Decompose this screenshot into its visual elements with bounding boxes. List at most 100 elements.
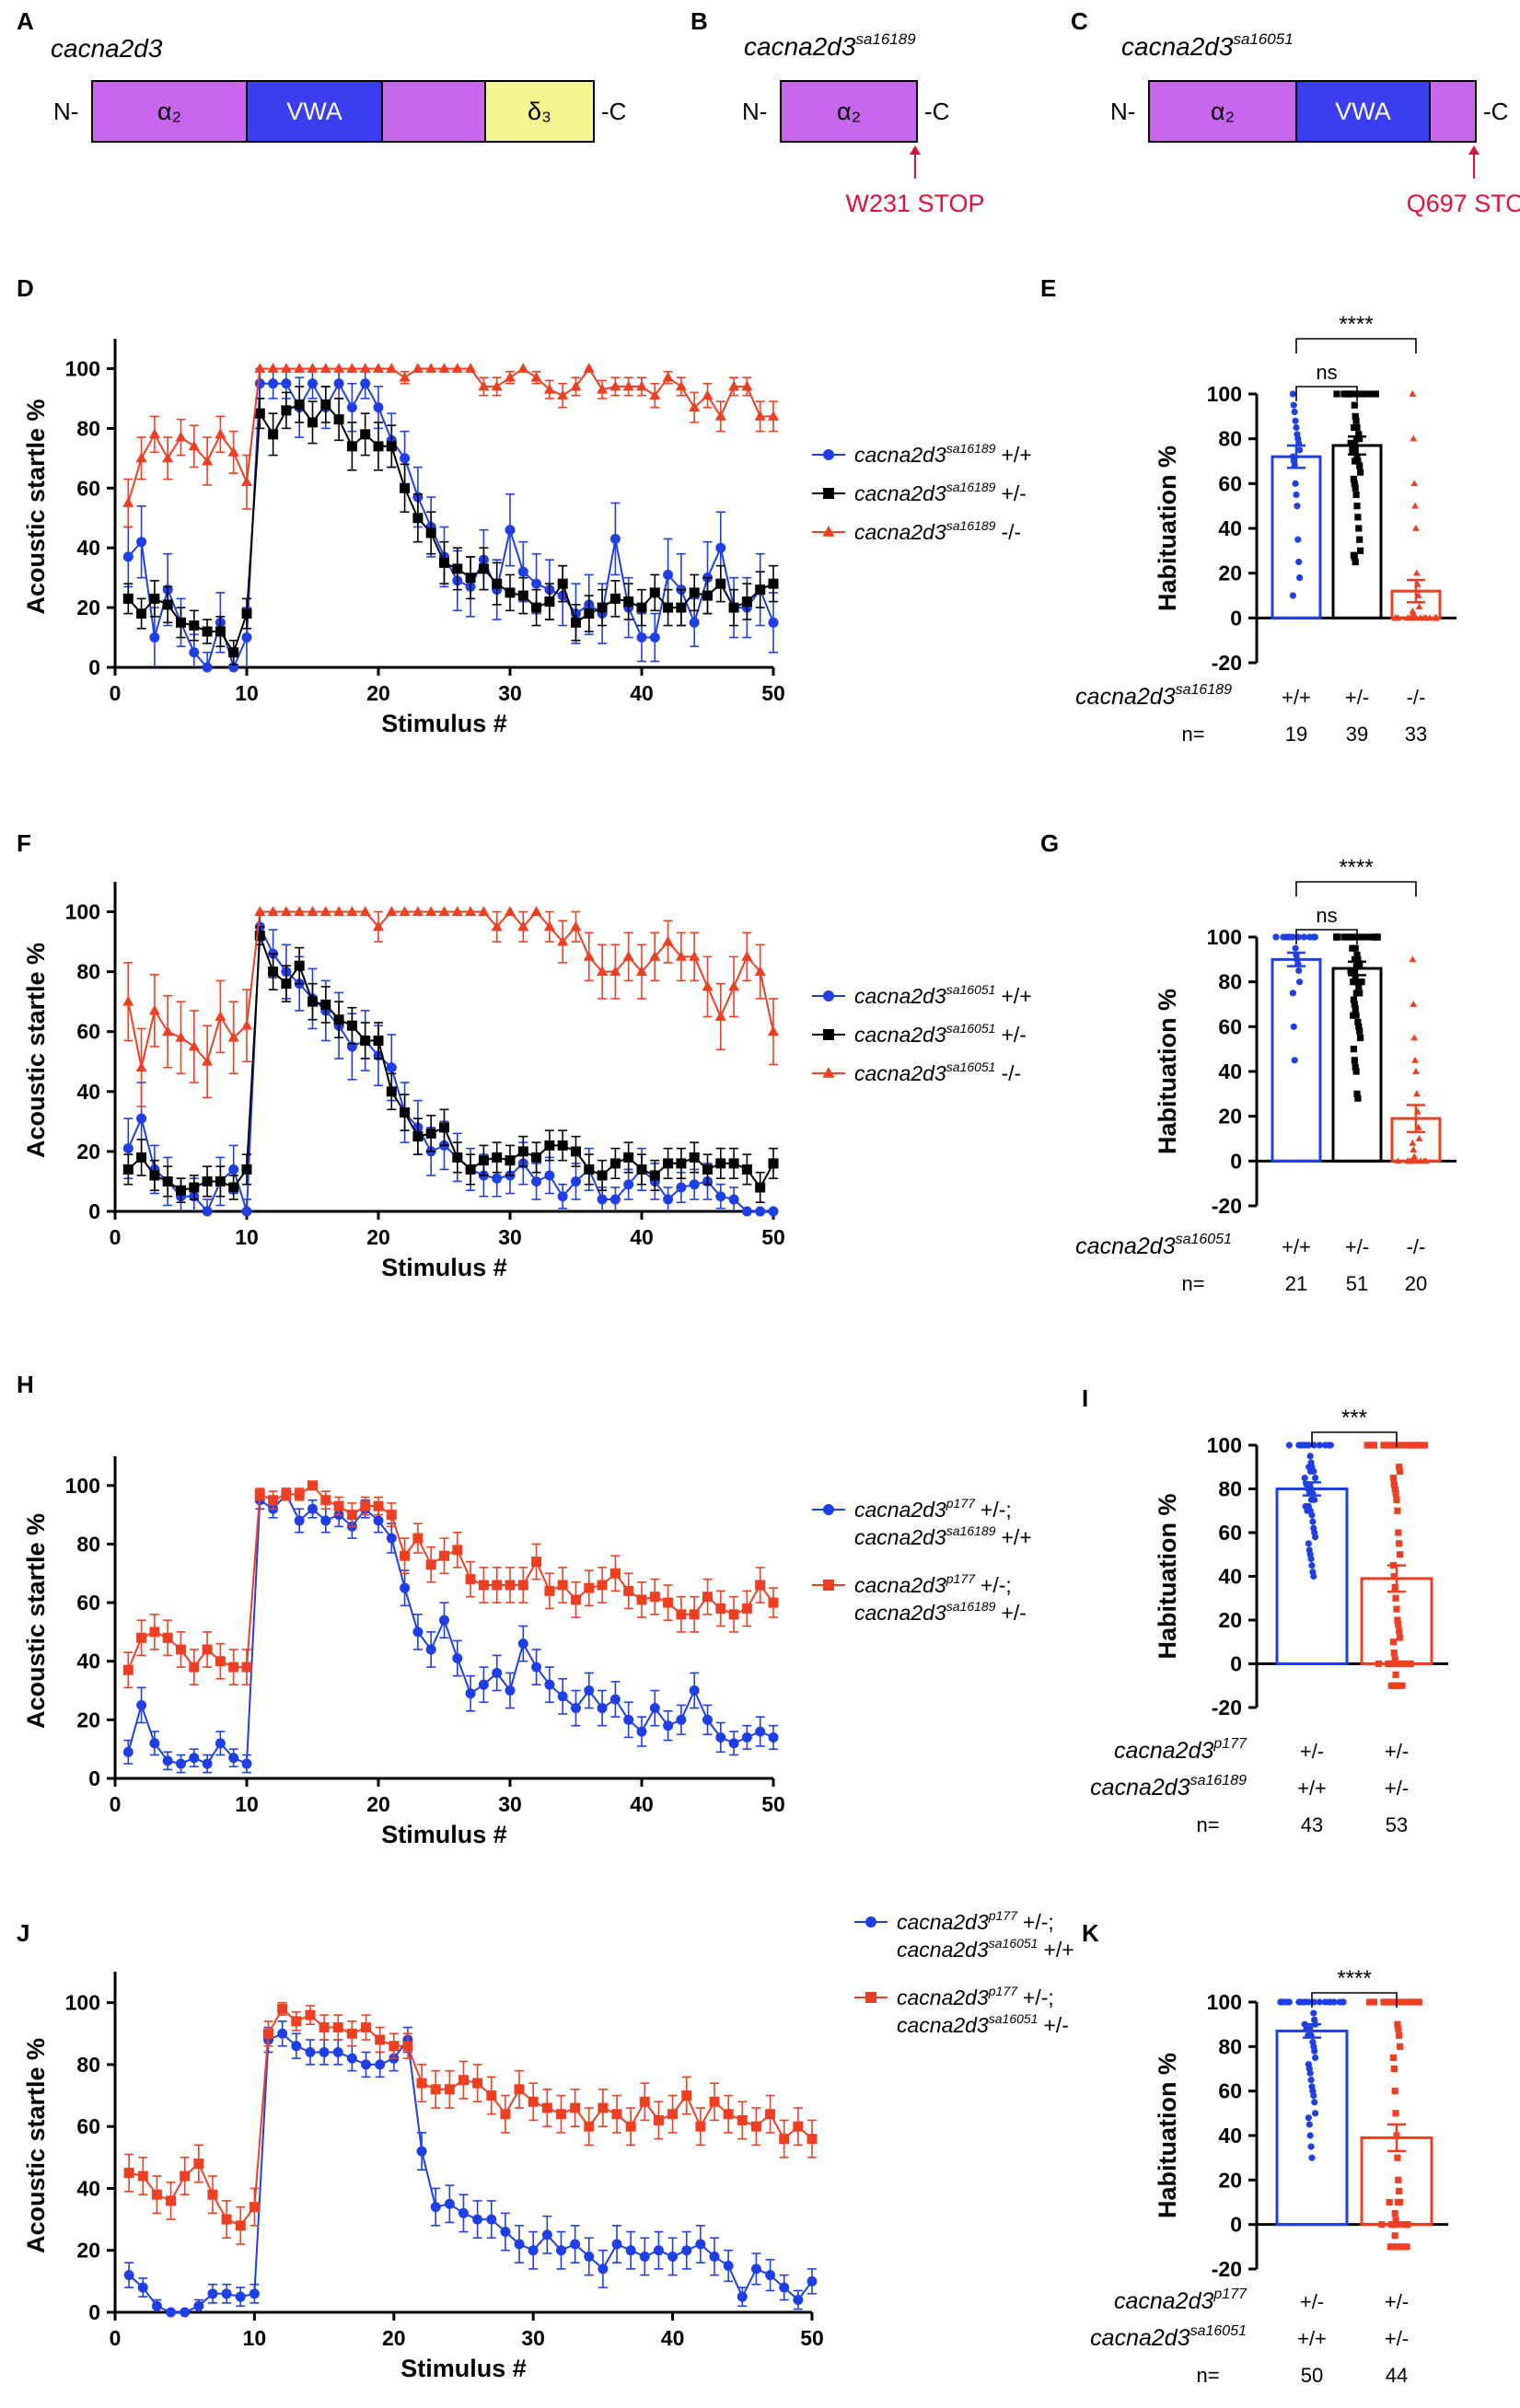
- data-point: [517, 920, 529, 932]
- data-point: [333, 414, 344, 425]
- data-point: [750, 2263, 761, 2275]
- data-point: [1410, 480, 1419, 487]
- bar-group---: [1390, 389, 1442, 621]
- data-point: [241, 1206, 252, 1217]
- n-terminus-label: N-: [742, 98, 767, 125]
- y-tick-label: 0: [1230, 2213, 1242, 2237]
- data-point: [294, 906, 306, 916]
- data-point: [373, 1035, 384, 1046]
- data-point: [500, 2227, 511, 2238]
- x-axis-label: Stimulus #: [381, 1254, 507, 1281]
- data-point: [176, 1644, 186, 1655]
- data-point: [1325, 1441, 1332, 1449]
- data-point: [1307, 1555, 1315, 1563]
- data-point: [1292, 944, 1299, 952]
- data-point: [1396, 1464, 1403, 1471]
- data-point: [504, 906, 516, 916]
- data-point: [611, 2109, 622, 2120]
- legend-label-gene: cacna2d3: [854, 520, 946, 544]
- legend-label-genotype: -/-: [1001, 1061, 1021, 1085]
- data-point: [1394, 2198, 1402, 2206]
- legend-entry: cacna2d3p177 +/-;cacna2d3sa16051 +/+: [854, 1908, 1074, 1962]
- legend-label-line2-gene: cacna2d3: [897, 1938, 989, 1962]
- data-point: [333, 1500, 344, 1511]
- row-label-gene: cacna2d3: [1114, 1738, 1214, 1764]
- data-point: [346, 363, 358, 373]
- legend-marker: [822, 1067, 835, 1078]
- x-axis-label: Stimulus #: [381, 710, 507, 737]
- data-point: [375, 2059, 386, 2070]
- data-point: [136, 608, 147, 619]
- genotype-cell: +/-: [1385, 2327, 1409, 2350]
- significance-label: ****: [1339, 312, 1373, 337]
- significance-label: ***: [1341, 1406, 1367, 1430]
- data-point: [1352, 417, 1360, 424]
- data-point: [162, 452, 174, 463]
- y-tick-label: 60: [1218, 1521, 1242, 1545]
- data-point: [241, 632, 252, 643]
- data-point: [702, 389, 714, 400]
- data-point: [277, 2003, 288, 2014]
- data-point: [517, 590, 528, 601]
- data-point: [531, 578, 542, 589]
- data-point: [689, 401, 701, 412]
- data-point: [1387, 1682, 1395, 1689]
- data-point: [1303, 2025, 1310, 2032]
- data-point: [202, 1055, 214, 1066]
- data-point: [1392, 614, 1399, 621]
- data-point: [267, 363, 279, 373]
- data-point: [123, 2168, 134, 2179]
- data-point: [1355, 431, 1363, 438]
- data-point: [1396, 1540, 1403, 1547]
- legend-label: cacna2d3sa16051 -/-: [854, 1059, 1021, 1085]
- legend-label: cacna2d3p177 +/-;: [854, 1571, 1012, 1597]
- line-chart-D: D 0 20 40 60 80 100 0 10 20 30 40 50 Stimulus # Acoust…: [17, 274, 1032, 737]
- data-point: [1380, 1998, 1387, 2006]
- row-label-gene: cacna2d3: [1090, 2325, 1190, 2351]
- x-tick-label: 20: [366, 681, 390, 705]
- data-point: [1306, 2069, 1314, 2077]
- data-point: [305, 2009, 316, 2020]
- data-point: [709, 2251, 720, 2262]
- data-point: [723, 2261, 734, 2272]
- row-label: cacna2d3sa16051: [1075, 1232, 1232, 1259]
- data-point: [465, 906, 477, 916]
- panel-letter: D: [17, 274, 34, 302]
- data-point: [1412, 524, 1420, 531]
- legend-label-line2-superscript: sa16189: [946, 1599, 996, 1614]
- data-point: [1406, 1998, 1413, 2006]
- data-point: [1397, 2043, 1404, 2050]
- data-point: [681, 2245, 692, 2256]
- data-point: [1340, 1998, 1347, 2006]
- y-tick-label: 80: [76, 1532, 100, 1556]
- n-value: 21: [1285, 1272, 1307, 1295]
- x-tick-label: 50: [761, 681, 785, 705]
- y-axis-label: Habituation %: [1154, 1494, 1181, 1660]
- legend-label-superscript: sa16051: [946, 982, 996, 997]
- data-point: [151, 2189, 162, 2200]
- data-point: [1397, 1551, 1404, 1558]
- y-tick-label: 20: [76, 1708, 100, 1731]
- data-point: [622, 380, 634, 391]
- data-point: [333, 363, 345, 373]
- data-point: [505, 525, 516, 536]
- gene-name-gene: cacna2d3: [744, 32, 856, 61]
- data-point: [1396, 2032, 1403, 2039]
- line-chart-F: F 0 20 40 60 80 100 0 10 20 30 40 50 Stimulus # Acoust…: [17, 829, 1032, 1281]
- data-point: [1389, 1638, 1397, 1646]
- data-point: [240, 476, 253, 487]
- c-terminus-label: -C: [1483, 98, 1508, 125]
- data-point: [451, 363, 463, 373]
- genotype-cell: +/-: [1385, 1777, 1409, 1800]
- genotype-row: cacna2d3sa16189 +/+ +/- -/-: [1075, 682, 1425, 710]
- data-point: [1390, 2065, 1398, 2073]
- data-point: [294, 1515, 305, 1526]
- data-point: [386, 906, 398, 916]
- data-point: [1280, 933, 1287, 941]
- data-point: [193, 2300, 204, 2311]
- data-point: [207, 2288, 218, 2299]
- data-point: [1309, 933, 1317, 941]
- data-point: [280, 363, 292, 373]
- data-point: [1306, 1453, 1314, 1460]
- data-point: [294, 960, 305, 971]
